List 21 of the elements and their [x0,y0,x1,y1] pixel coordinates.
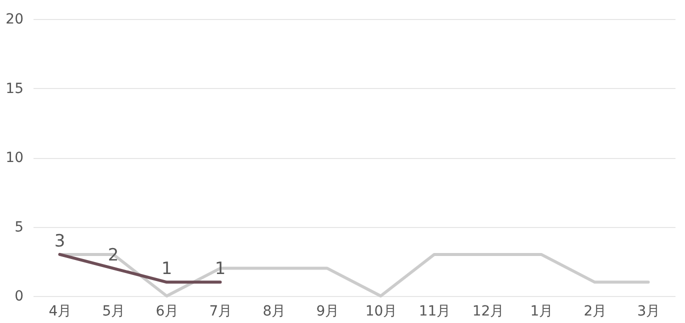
x-tick-label: 1月 [530,304,554,320]
y-tick-label: 0 [14,288,24,304]
x-tick-label: 8月 [262,304,286,320]
data-label: 2 [108,245,119,266]
x-tick-label: 11月 [418,304,451,320]
x-tick-label: 7月 [209,304,232,320]
x-tick-label: 6月 [156,304,179,320]
x-tick-label: 10月 [365,304,398,320]
x-tick-label: 9月 [316,304,340,320]
data-label: 3 [54,231,66,252]
data-label: 1 [214,259,226,280]
x-tick-label: 5月 [102,304,126,320]
x-tick-label: 2月 [584,304,607,320]
y-tick-label: 15 [6,80,24,97]
y-tick-label: 20 [6,12,24,28]
x-tick-label: 12月 [472,304,504,320]
x-tick-label: 4月 [48,304,72,320]
y-tick-label: 10 [6,150,24,166]
y-tick-label: 5 [14,219,24,236]
x-tick-label: 3月 [637,304,660,320]
data-label: 1 [161,259,172,280]
